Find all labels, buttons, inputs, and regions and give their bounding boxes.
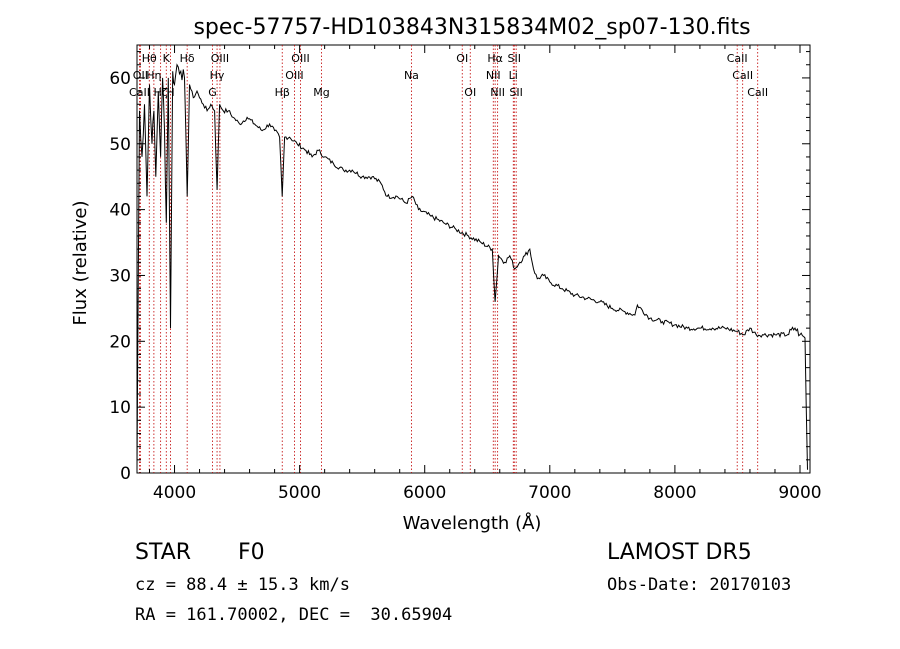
line-label-3: Hη: [146, 69, 161, 82]
axes: 4000 5000 6000 7000 8000 9000 0 10 20 30 40 50 60: [109, 45, 822, 503]
line-label-12: OIII: [285, 69, 303, 82]
survey-name: LAMOST DR5: [607, 540, 752, 565]
line-label-14: Mg: [313, 86, 329, 99]
line-label-0: CaII: [129, 86, 150, 99]
x-axis-label: Wavelength (Å): [403, 512, 542, 534]
line-label-13: OIII: [291, 52, 309, 65]
line-label-25: CaII: [732, 69, 753, 82]
x-tick-label: 6000: [403, 483, 446, 503]
line-label-8: G: [208, 86, 217, 99]
line-label-19: Hα: [487, 52, 503, 65]
line-label-21: Li: [509, 69, 518, 82]
line-label-26: CaII: [747, 86, 768, 99]
line-label-20: NII: [490, 86, 505, 99]
line-label-22: SII: [508, 52, 521, 65]
spectrum-line: [136, 63, 808, 470]
y-tick-label: 20: [109, 332, 131, 352]
line-label-15: Na: [404, 69, 419, 82]
object-subclass: F0: [238, 540, 265, 565]
object-class: STAR: [135, 540, 192, 565]
line-label-7: Hδ: [180, 52, 195, 65]
y-tick-label: 60: [109, 69, 131, 89]
line-label-24: CaII: [727, 52, 748, 65]
y-tick-label: 50: [109, 135, 131, 155]
x-tick-label: 9000: [778, 483, 821, 503]
redshift-cz: cz = 88.4 ± 15.3 km/s: [135, 575, 350, 595]
y-tick-label: 0: [120, 464, 131, 484]
spectrum-chart: spec-57757-HD103843N315834M02_sp07-130.f…: [70, 15, 822, 534]
ra-dec-coordinates: RA = 161.70002, DEC = 30.65904: [135, 605, 453, 625]
x-tick-label: 5000: [278, 483, 321, 503]
observation-date: Obs-Date: 20170103: [607, 575, 792, 595]
y-tick-label: 10: [109, 398, 131, 418]
chart-title: spec-57757-HD103843N315834M02_sp07-130.f…: [193, 15, 750, 40]
line-label-1: OII: [133, 69, 148, 82]
line-label-4: Hζ: [154, 86, 168, 99]
x-tick-label: 4000: [153, 483, 196, 503]
line-label-17: OI: [464, 86, 476, 99]
line-label-9: Hγ: [210, 69, 225, 82]
x-tick-label: 7000: [528, 483, 571, 503]
line-label-10: OIII: [211, 52, 229, 65]
line-label-2: Hθ: [142, 52, 157, 65]
line-label-23: SII: [509, 86, 522, 99]
y-tick-label: 40: [109, 201, 131, 221]
line-label-5: K: [163, 52, 171, 65]
line-labels: CaII OII Hθ Hη Hζ K H Hδ G Hγ OIII Hβ OIII OIII Mg Na OI…: [129, 52, 768, 99]
line-label-18: NII: [486, 69, 501, 82]
emission-line-markers: [139, 45, 759, 473]
x-tick-label: 8000: [653, 483, 696, 503]
line-label-16: OI: [456, 52, 468, 65]
line-label-11: Hβ: [275, 86, 290, 99]
plot-frame: [136, 44, 811, 474]
y-axis-label: Flux (relative): [70, 200, 91, 325]
y-tick-label: 30: [109, 266, 131, 286]
line-label-6: H: [166, 86, 174, 99]
